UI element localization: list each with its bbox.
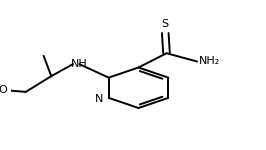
Text: NH: NH [71,59,88,69]
Text: N: N [95,94,103,104]
Text: O: O [0,85,7,95]
Text: S: S [162,19,169,29]
Text: NH₂: NH₂ [199,57,221,66]
